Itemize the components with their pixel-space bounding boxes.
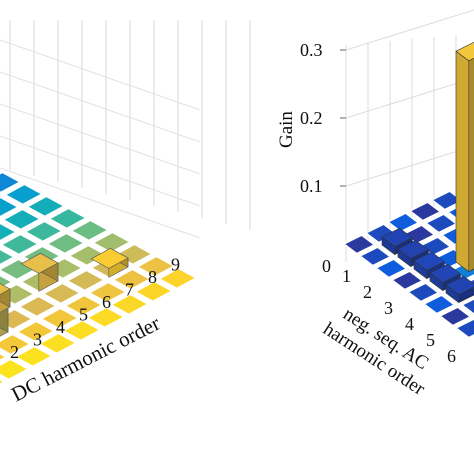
y-tick-label: 6	[447, 346, 456, 366]
floor-tile	[358, 246, 392, 267]
floor-tile	[0, 233, 40, 256]
floor-tile	[157, 267, 198, 290]
floor-tile	[0, 333, 32, 356]
x-tick-label: 4	[56, 317, 65, 337]
floor-tile	[342, 234, 376, 255]
floor-tile	[0, 352, 8, 362]
z-tick-label: 0.1	[300, 176, 323, 196]
right-z-axis-label: Gain	[276, 111, 297, 148]
left-panel-grid	[0, 20, 251, 239]
bar	[20, 252, 59, 292]
z-tick-label: 0.3	[300, 40, 323, 60]
floor-tile	[61, 319, 102, 342]
floor-tile	[67, 244, 108, 267]
bar	[90, 247, 129, 278]
floor-tile	[0, 222, 18, 242]
floor-tile	[0, 248, 16, 266]
floor-tile	[408, 201, 442, 222]
floor-tile	[69, 219, 110, 242]
floor-tile	[390, 270, 424, 291]
floor-tile	[438, 306, 472, 327]
floor-tile	[91, 231, 132, 254]
x-tick-label: 2	[10, 342, 19, 362]
x-tick-label: 8	[148, 267, 157, 287]
floor-tile	[1, 208, 42, 231]
right-z-zero-tick: 0	[322, 256, 331, 276]
floor-tile	[0, 358, 30, 381]
bar	[0, 283, 11, 313]
floor-tile	[23, 220, 64, 243]
left-panel-floor-tiles	[0, 171, 198, 386]
y-tick-label: 5	[426, 330, 435, 350]
bar	[445, 275, 474, 304]
y-tick-label: 3	[384, 298, 393, 318]
floor-tile	[45, 232, 86, 255]
floor-tile	[374, 258, 408, 279]
bar	[455, 42, 474, 273]
left-panel-bars	[0, 247, 129, 337]
floor-tile	[41, 282, 82, 305]
floor-tile	[13, 345, 54, 368]
floor-tile	[39, 307, 80, 330]
floor-tile	[87, 281, 128, 304]
floor-tile	[47, 207, 88, 230]
floor-tile	[85, 306, 126, 329]
floor-tile	[109, 293, 150, 316]
x-tick-label: 7	[125, 280, 134, 300]
y-tick-label: 2	[363, 282, 372, 302]
z-tick-label: 0.2	[300, 108, 323, 128]
floor-tile	[133, 280, 174, 303]
floor-tile	[65, 269, 106, 292]
floor-tile	[3, 183, 44, 206]
floor-tile	[422, 294, 456, 315]
floor-tile	[111, 268, 152, 291]
right-panel-bars	[381, 42, 474, 304]
y-tick-label: 4	[405, 314, 414, 334]
x-tick-label: 5	[79, 305, 88, 325]
floor-tile	[63, 294, 104, 317]
y-tick-label: 1	[342, 266, 351, 286]
floor-tile	[0, 196, 20, 218]
x-tick-label: 6	[102, 292, 111, 312]
floor-tile	[386, 212, 420, 233]
floor-tile	[454, 318, 474, 339]
floor-tile	[37, 332, 78, 355]
x-tick-label: 3	[33, 330, 42, 350]
x-tick-label: 9	[171, 255, 180, 275]
floor-tile	[17, 295, 58, 318]
floor-tile	[135, 255, 176, 278]
floor-tile	[15, 320, 56, 343]
floor-tile	[25, 195, 66, 218]
right-z-ticks: 0.1 0.2 0.3	[300, 40, 323, 196]
floor-tile	[0, 378, 6, 386]
floor-tile	[0, 171, 22, 194]
floor-tile	[406, 282, 440, 303]
